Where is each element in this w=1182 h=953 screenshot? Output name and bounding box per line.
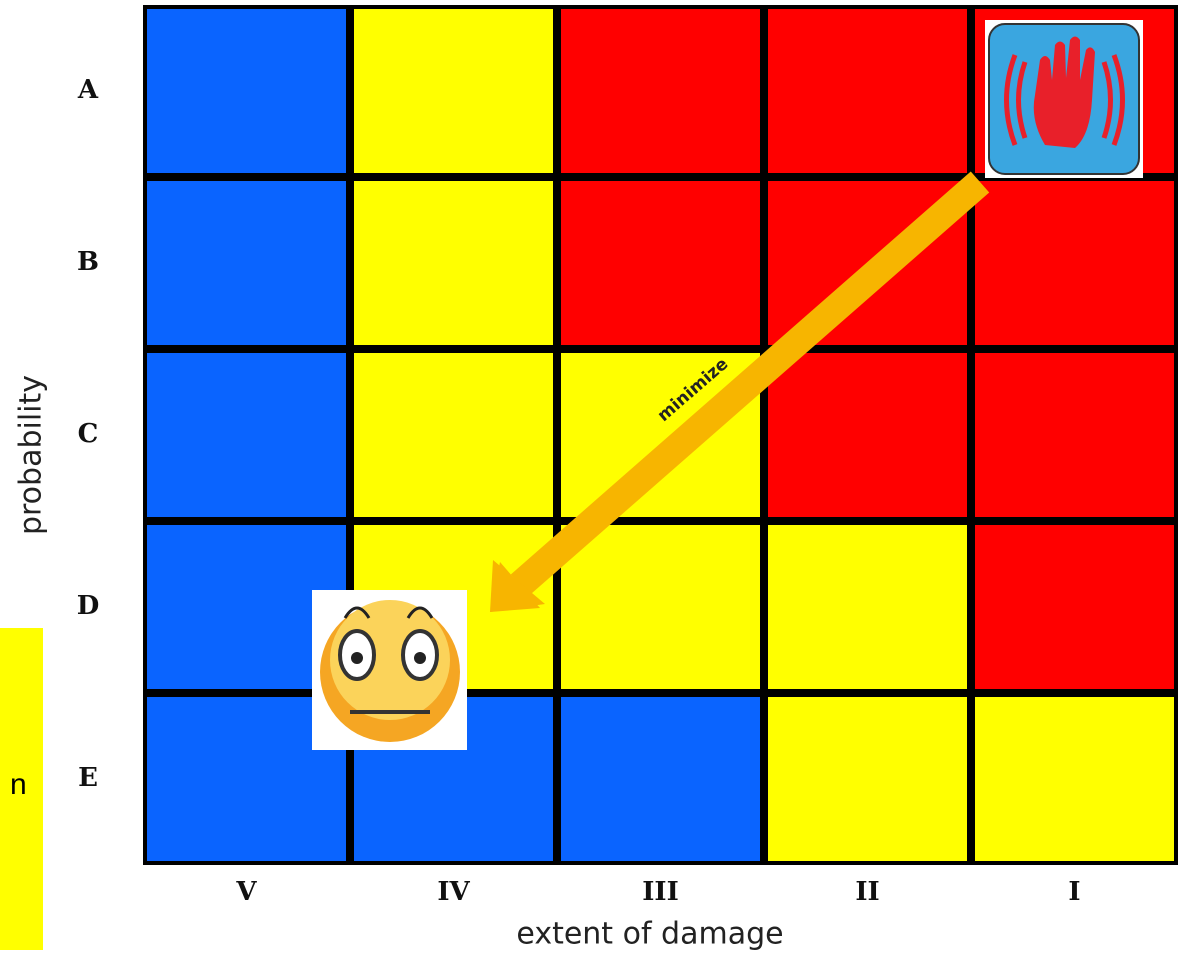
cell <box>975 353 1174 517</box>
cell <box>354 9 553 173</box>
column-label: I <box>1068 877 1080 907</box>
cell <box>561 181 760 345</box>
column-label: III <box>642 877 679 907</box>
column-label: II <box>855 877 879 907</box>
cell <box>354 353 553 517</box>
cell <box>147 181 346 345</box>
cell <box>975 181 1174 345</box>
cell <box>561 697 760 861</box>
column-label: IV <box>437 877 470 907</box>
side-note: n <box>10 768 27 801</box>
cell <box>147 9 346 173</box>
cell <box>975 697 1174 861</box>
stop-icon <box>985 20 1143 178</box>
smiley-icon <box>312 590 467 750</box>
cell <box>561 9 760 173</box>
cell <box>768 697 967 861</box>
row-label: A <box>77 75 99 105</box>
cell <box>768 353 967 517</box>
row-label: B <box>77 247 99 277</box>
row-label: C <box>78 419 99 449</box>
row-label: D <box>77 591 100 621</box>
cell <box>147 353 346 517</box>
cell <box>768 9 967 173</box>
cell <box>975 525 1174 689</box>
cell <box>354 181 553 345</box>
column-label: V <box>235 877 257 907</box>
risk-matrix-page: n extent of damage probability minimize … <box>0 0 1182 953</box>
cell <box>768 525 967 689</box>
y-axis-label: probability <box>14 375 49 535</box>
cell <box>561 525 760 689</box>
x-axis-label: extent of damage <box>516 917 783 952</box>
cell <box>561 353 760 517</box>
row-label: E <box>78 763 98 793</box>
